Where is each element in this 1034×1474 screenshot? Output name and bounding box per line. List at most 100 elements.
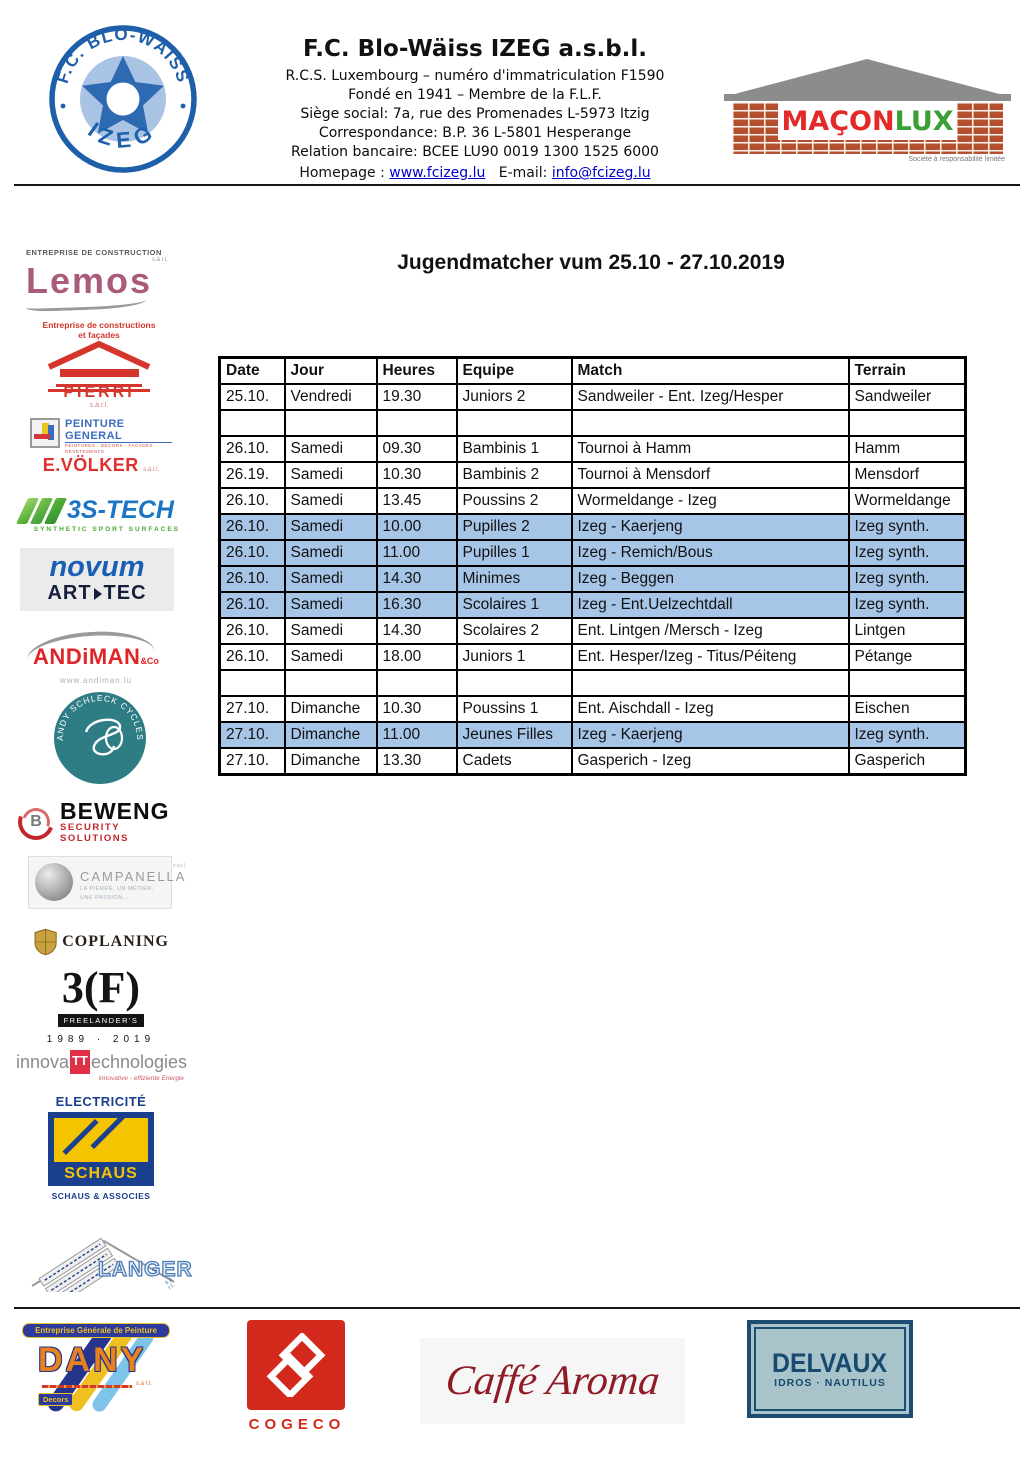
table-cell-terrain: Izeg synth.	[847, 721, 967, 749]
voelker-sub-2: REVETEMENTS	[65, 449, 105, 454]
table-row: 27.10. Dimanche 13.30 Cadets Gasperich - Ize…	[218, 747, 967, 776]
table-cell-equipe: Jeunes Filles	[455, 721, 573, 749]
andiman-wordmark: ANDiMAN	[33, 644, 141, 669]
3stech-tagline: SYNTHETIC SPORT SURFACES	[33, 526, 180, 533]
email-label: E-mail:	[498, 165, 548, 181]
arttec-part-2: TEC	[103, 582, 147, 604]
table-row: 26.10. Samedi 14.30 Scolaires 2 Ent. Lintgen…	[218, 617, 967, 645]
sponsor-3s-tech: 3S-TECH SYNTHETIC SPORT SURFACES	[15, 496, 180, 533]
club-badge: F.C. BLO-WÄISS IZEG	[49, 25, 197, 173]
table-cell-heures: 11.00	[375, 721, 458, 749]
table-cell-heures: 11.00	[375, 539, 458, 567]
pierri-house-icon	[47, 340, 151, 392]
3stech-wordmark: 3S-TECH	[67, 496, 174, 524]
table-cell-date: 26.10.	[218, 435, 286, 463]
table-cell-equipe: Bambinis 2	[455, 461, 573, 489]
table-cell-equipe: Juniors 1	[455, 643, 573, 671]
col-header-date: Date	[218, 356, 286, 385]
table-cell-heures	[375, 669, 458, 697]
table-cell-terrain: Pétange	[847, 643, 967, 671]
table-cell-match	[570, 669, 850, 697]
sponsor-lemos: ENTREPRISE DE CONSTRUCTION s.à r.l. Lemo…	[25, 248, 168, 313]
club-info-line: Fondé en 1941 – Membre de la F.L.F.	[348, 87, 602, 103]
maconlux-name-green: LUX	[894, 105, 954, 137]
beweng-wordmark: BEWENG	[60, 798, 170, 824]
table-row: 27.10. Dimanche 10.30 Poussins 1 Ent. Aischd…	[218, 695, 967, 723]
badge-separator-dot-left	[60, 103, 66, 109]
table-cell-heures: 13.30	[375, 747, 458, 776]
table-cell-terrain: Mensdorf	[847, 461, 967, 489]
pierri-srl: s.à.r.l.	[89, 402, 109, 409]
innovat-part-1: innova	[16, 1051, 70, 1072]
table-cell-terrain: Eischen	[847, 695, 967, 723]
table-cell-equipe: Pupilles 1	[455, 539, 573, 567]
caffe-aroma-wordmark: Caffé Aroma	[443, 1358, 662, 1404]
table-cell-equipe: Minimes	[455, 565, 573, 593]
sponsor-cogeco: COGECO	[247, 1320, 347, 1433]
table-row: 26.10. Samedi 18.00 Juniors 1 Ent. Hesper/Iz…	[218, 643, 967, 671]
table-cell-match: Izeg - Remich/Bous	[570, 539, 850, 567]
campanella-tagline-2: UNE PASSION...	[80, 895, 129, 901]
table-cell-jour: Samedi	[283, 539, 378, 567]
arttec-triangle-icon	[93, 587, 102, 600]
table-cell-jour: Dimanche	[283, 747, 378, 776]
table-row: 26.10. Samedi 10.00 Pupilles 2 Izeg - Kaerje…	[218, 513, 967, 541]
table-cell-match	[570, 409, 850, 437]
innovat-part-3: echnologies	[90, 1051, 188, 1072]
table-cell-terrain: Izeg synth.	[847, 591, 967, 619]
sponsor-coplaning: COPLANING	[34, 928, 169, 956]
andiman-url: www.andiman.lu	[59, 676, 133, 685]
table-cell-jour: Samedi	[283, 643, 378, 671]
table-cell-match: Izeg - Kaerjeng	[570, 513, 850, 541]
beweng-b-icon: B	[12, 798, 60, 846]
table-cell-date: 26.10.	[218, 539, 286, 567]
sponsor-delvaux: DELVAUX IDROS · NAUTILUS	[747, 1320, 913, 1418]
badge-separator-dot-right	[180, 103, 186, 109]
table-row: 26.19. Samedi 10.30 Bambinis 2 Tournoi à Men…	[218, 461, 967, 489]
freelanders-30f-mark: 3(F)	[61, 963, 141, 1012]
table-cell-match: Tournoi à Mensdorf	[570, 461, 850, 489]
innovat-tt-icon: TT	[70, 1050, 90, 1074]
email-link[interactable]: info@fcizeg.lu	[551, 165, 651, 181]
table-cell-match: Tournoi à Hamm	[570, 435, 850, 463]
table-row: 27.10. Dimanche 11.00 Jeunes Filles Izeg - K…	[218, 721, 967, 749]
table-row: 26.10. Samedi 14.30 Minimes Izeg - Beggen Ize…	[218, 565, 967, 593]
table-cell-date: 26.10.	[218, 591, 286, 619]
maconlux-tagline: Société à responsabilité limitée	[908, 156, 1006, 163]
table-cell-match: Izeg - Ent.Uelzechtdall	[570, 591, 850, 619]
table-cell-terrain	[847, 669, 967, 697]
table-cell-jour: Samedi	[283, 487, 378, 515]
table-cell-match: Gasperich - Izeg	[570, 747, 850, 776]
col-header-match: Match	[570, 356, 850, 385]
table-cell-jour: Samedi	[283, 617, 378, 645]
table-cell-jour: Samedi	[283, 513, 378, 541]
table-cell-match: Ent. Hesper/Izeg - Titus/Péiteng	[570, 643, 850, 671]
sponsor-andy-schleck-cycles: ANDY SCHLECK CYCLES	[54, 692, 146, 784]
pierri-tagline-1: Entreprise de constructions	[42, 320, 156, 330]
pierri-tagline-2: et façades	[78, 330, 120, 340]
schleck-monogram-icon	[104, 725, 124, 751]
table-cell-match: Izeg - Beggen	[570, 565, 850, 593]
col-header-terrain: Terrain	[847, 356, 967, 385]
maconlux-roof-icon	[724, 59, 1011, 101]
col-header-equipe: Equipe	[455, 356, 573, 385]
voelker-srl: s.à.r.l.	[143, 467, 160, 473]
dany-decors-chip: Decors	[38, 1393, 74, 1406]
table-cell-equipe: Scolaires 1	[455, 591, 573, 619]
table-cell-equipe: Pupilles 2	[455, 513, 573, 541]
dany-banner: Entreprise Générale de Peinture	[22, 1323, 170, 1338]
table-cell-jour: Vendredi	[283, 383, 378, 411]
table-cell-heures: 18.00	[375, 643, 458, 671]
table-cell-terrain: Gasperich	[847, 747, 967, 776]
sponsor-voelker: PEINTURE GENERAL PEINTURES - DECORS - FA…	[30, 418, 172, 476]
lemos-srl: s.à r.l.	[151, 257, 168, 263]
voelker-sub-1: PEINTURES - DECORS - FACADES	[65, 443, 154, 448]
homepage-link[interactable]: www.fcizeg.lu	[389, 165, 486, 181]
header-divider	[14, 184, 1020, 186]
coplaning-wordmark: COPLANING	[62, 933, 169, 950]
table-cell-equipe: Scolaires 2	[455, 617, 573, 645]
campanella-srl: s.à.r.l.	[173, 863, 187, 869]
sponsor-andiman: ANDiMAN &Co www.andiman.lu	[25, 627, 166, 685]
dany-srl: s.à r.l.	[136, 1381, 153, 1387]
